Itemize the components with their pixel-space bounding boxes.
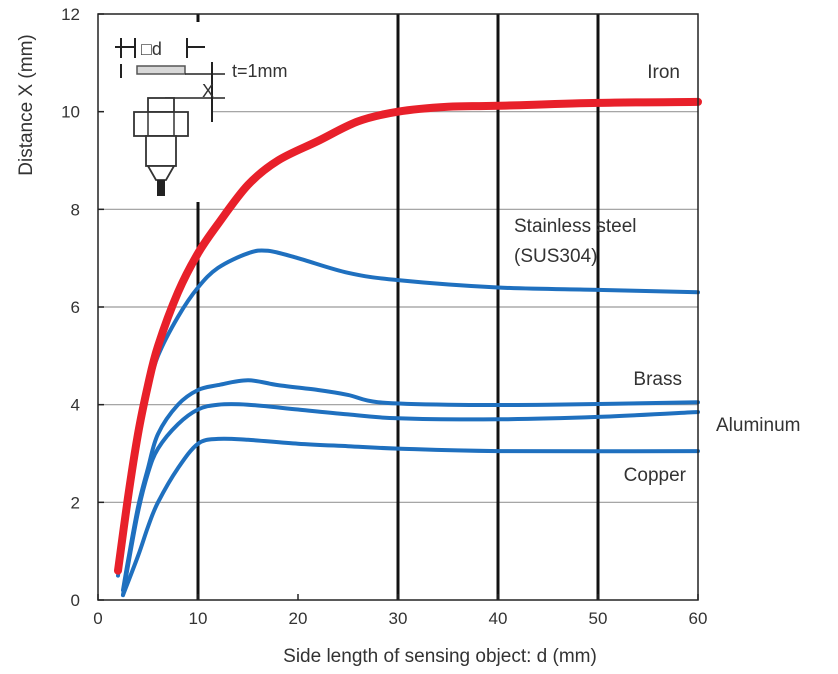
y-tick-label: 6 (71, 298, 80, 317)
series-line-iron (114, 97, 702, 575)
diagram-x-label: X (202, 81, 214, 101)
series-layer (114, 97, 702, 598)
target-plate (136, 65, 186, 75)
x-tick-label: 50 (589, 609, 608, 628)
label-brass: Brass (633, 369, 682, 390)
x-tick-label: 10 (189, 609, 208, 628)
y-tick-label: 0 (71, 591, 80, 610)
label-stainless-steel: Stainless steel (514, 216, 637, 237)
series-line-stainless (116, 248, 700, 578)
x-tick-label: 30 (389, 609, 408, 628)
sensor-diagram: □d t=1mm X (104, 22, 288, 202)
label-sus304: (SUS304) (514, 246, 597, 267)
label-iron: Iron (647, 62, 680, 83)
y-tick-label: 12 (61, 5, 80, 24)
x-tick-label: 40 (489, 609, 508, 628)
x-tick-label: 0 (93, 609, 102, 628)
diagram-t-label: t=1mm (232, 61, 288, 81)
diagram-d-label: □d (141, 39, 162, 59)
y-tick-label: 4 (71, 396, 80, 415)
series-line-aluminum (121, 402, 700, 598)
y-tick-label: 2 (71, 493, 80, 512)
y-tick-label: 8 (71, 200, 80, 219)
tick-layer: 0 10 20 30 40 50 60 0 2 4 6 8 10 12 (61, 5, 707, 628)
x-tick-label: 60 (689, 609, 708, 628)
series-line-copper (121, 436, 700, 598)
x-axis-title: Side length of sensing object: d (mm) (283, 646, 597, 667)
label-aluminum: Aluminum (716, 415, 800, 436)
y-axis-title: Distance X (mm) (16, 34, 37, 175)
x-tick-label: 20 (289, 609, 308, 628)
label-copper: Copper (624, 465, 687, 486)
series-line-brass (121, 378, 700, 593)
y-tick-label: 10 (61, 103, 80, 122)
